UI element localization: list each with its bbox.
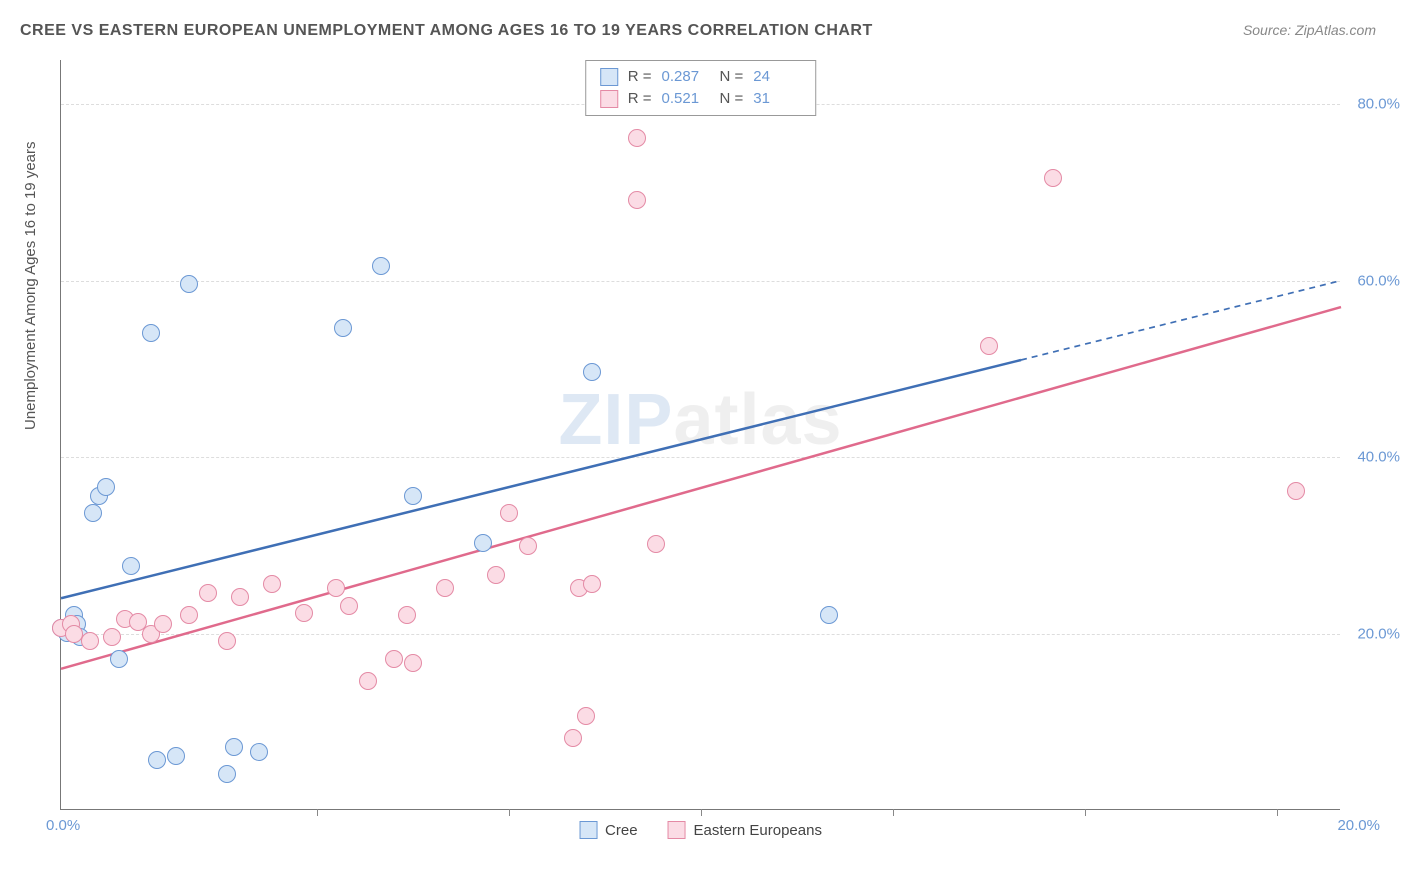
- legend-item: Cree: [579, 821, 638, 839]
- gridline: [61, 457, 1340, 458]
- data-point: [154, 615, 172, 633]
- data-point: [142, 324, 160, 342]
- legend-swatch: [600, 68, 618, 86]
- data-point: [500, 504, 518, 522]
- data-point: [231, 588, 249, 606]
- legend-swatch: [600, 90, 618, 108]
- watermark: ZIPatlas: [558, 379, 842, 461]
- stats-legend-row: R = 0.287 N = 24: [600, 66, 802, 88]
- y-tick-label: 80.0%: [1345, 96, 1400, 113]
- series-legend: Cree Eastern Europeans: [579, 821, 822, 839]
- data-point: [1287, 482, 1305, 500]
- r-value: 0.287: [662, 66, 710, 88]
- legend-swatch: [579, 821, 597, 839]
- legend-swatch: [668, 821, 686, 839]
- legend-label: Eastern Europeans: [694, 822, 822, 839]
- data-point: [225, 738, 243, 756]
- stats-legend: R = 0.287 N = 24 R = 0.521 N = 31: [585, 60, 817, 116]
- data-point: [385, 650, 403, 668]
- x-axis-end-label: 20.0%: [1337, 817, 1380, 834]
- data-point: [583, 575, 601, 593]
- legend-label: Cree: [605, 822, 638, 839]
- data-point: [372, 257, 390, 275]
- data-point: [583, 363, 601, 381]
- plot-area: ZIPatlas 20.0%40.0%60.0%80.0% R =0.287N …: [60, 60, 1340, 810]
- data-point: [474, 534, 492, 552]
- data-point: [97, 478, 115, 496]
- data-point: [980, 337, 998, 355]
- data-point: [404, 487, 422, 505]
- data-point: [404, 654, 422, 672]
- data-point: [628, 129, 646, 147]
- x-axis-origin-label: 0.0%: [46, 817, 80, 834]
- data-point: [628, 191, 646, 209]
- data-point: [81, 632, 99, 650]
- data-point: [263, 575, 281, 593]
- data-point: [1044, 169, 1062, 187]
- data-point: [250, 743, 268, 761]
- gridline: [61, 634, 1340, 635]
- data-point: [340, 597, 358, 615]
- data-point: [218, 765, 236, 783]
- x-tick: [1277, 809, 1278, 816]
- data-point: [148, 751, 166, 769]
- y-tick-label: 60.0%: [1345, 272, 1400, 289]
- watermark-light: atlas: [673, 380, 842, 460]
- data-point: [820, 606, 838, 624]
- gridline: [61, 281, 1340, 282]
- data-point: [122, 557, 140, 575]
- data-point: [359, 672, 377, 690]
- r-value: 0.521: [662, 88, 710, 110]
- x-tick: [701, 809, 702, 816]
- n-value: 31: [753, 88, 801, 110]
- data-point: [327, 579, 345, 597]
- y-tick-label: 40.0%: [1345, 449, 1400, 466]
- trend-line: [61, 360, 1021, 598]
- data-point: [334, 319, 352, 337]
- trend-lines-svg: [61, 60, 1340, 809]
- data-point: [647, 535, 665, 553]
- n-label: N =: [720, 88, 744, 110]
- y-axis-title: Unemployment Among Ages 16 to 19 years: [22, 141, 39, 430]
- data-point: [295, 604, 313, 622]
- n-value: 24: [753, 66, 801, 88]
- trend-line-extrapolation: [1021, 281, 1341, 360]
- trend-line: [61, 307, 1341, 669]
- r-label: R =: [628, 66, 652, 88]
- data-point: [110, 650, 128, 668]
- data-point: [577, 707, 595, 725]
- chart-title: CREE VS EASTERN EUROPEAN UNEMPLOYMENT AM…: [20, 22, 873, 40]
- r-label: R =: [628, 88, 652, 110]
- x-tick: [1085, 809, 1086, 816]
- data-point: [167, 747, 185, 765]
- y-tick-label: 20.0%: [1345, 625, 1400, 642]
- data-point: [84, 504, 102, 522]
- n-label: N =: [720, 66, 744, 88]
- data-point: [199, 584, 217, 602]
- x-tick: [509, 809, 510, 816]
- data-point: [180, 275, 198, 293]
- x-tick: [317, 809, 318, 816]
- stats-legend-row: R = 0.521 N = 31: [600, 88, 802, 110]
- data-point: [519, 537, 537, 555]
- watermark-bold: ZIP: [558, 380, 673, 460]
- source-attribution: Source: ZipAtlas.com: [1243, 22, 1376, 38]
- data-point: [487, 566, 505, 584]
- x-tick: [893, 809, 894, 816]
- data-point: [218, 632, 236, 650]
- data-point: [180, 606, 198, 624]
- data-point: [398, 606, 416, 624]
- data-point: [103, 628, 121, 646]
- data-point: [436, 579, 454, 597]
- data-point: [564, 729, 582, 747]
- legend-item: Eastern Europeans: [668, 821, 822, 839]
